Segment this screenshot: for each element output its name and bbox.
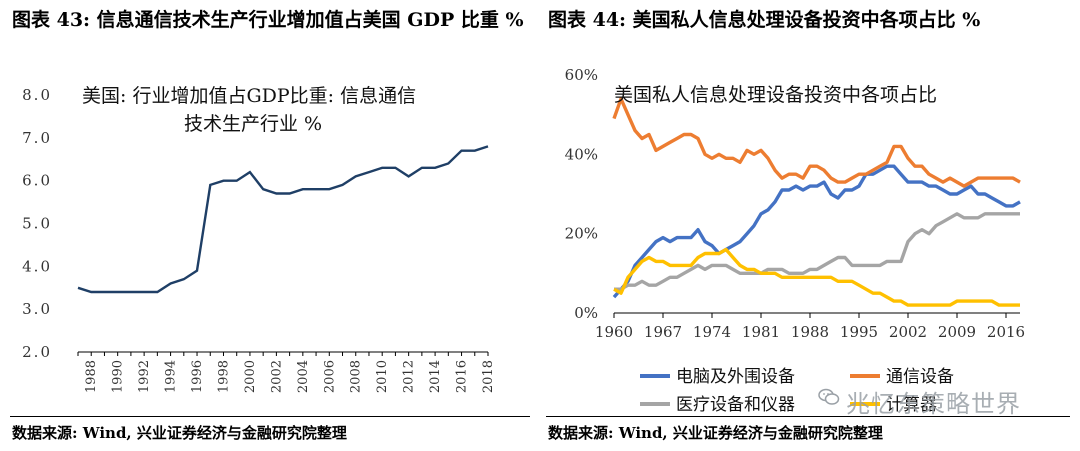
right-x-tick-label: 1974: [693, 323, 731, 341]
left-x-tick-label: 2000: [243, 360, 258, 393]
left-y-tick-label: 8.0: [22, 86, 52, 104]
left-y-tick-label: 6.0: [22, 172, 52, 190]
legend-label-2: 通信设备: [886, 367, 954, 387]
right-series-line-4: [613, 247, 1020, 307]
left-y-tick-label: 2.0: [22, 343, 52, 361]
source-divider-right: [546, 416, 1070, 417]
left-chart-title-line2: 技术生产行业 %: [184, 113, 322, 135]
right-y-tick-label: 40%: [565, 145, 598, 163]
left-x-tick-label: 2010: [375, 360, 390, 393]
left-x-tick-label: 2016: [455, 360, 470, 393]
right-x-tick-label: 1988: [791, 323, 829, 341]
left-x-tick-label: 2004: [296, 360, 311, 393]
figure-43-source: 数据来源: Wind, 兴业证券经济与金融研究院整理: [12, 424, 347, 442]
left-x-tick-label: 1998: [216, 360, 231, 393]
right-x-tick-label: 1995: [840, 323, 878, 341]
right-y-tick-label: 60%: [565, 66, 598, 84]
right-series-line-3: [614, 212, 1020, 291]
left-series-line: [77, 145, 489, 294]
left-y-tick-label: 5.0: [22, 215, 52, 233]
right-x-tick-label: 1981: [742, 323, 780, 341]
legend-label-3: 医疗设备和仪器: [676, 395, 795, 415]
figure-44-title: 图表 44: 美国私人信息处理设备投资中各项占比 %: [548, 9, 981, 31]
watermark-text: 兆忆东策略世界: [846, 390, 1021, 418]
left-x-tick-label: 2018: [481, 360, 496, 393]
left-x-tick-label: 1990: [111, 360, 126, 393]
left-x-tick-label: 1994: [164, 360, 179, 393]
right-series-line-2: [612, 97, 1021, 188]
figure-43-title: 图表 43: 信息通信技术生产行业增加值占美国 GDP 比重 %: [12, 9, 524, 31]
left-chart-title-line1: 美国: 行业增加值占GDP比重: 信息通信: [82, 85, 416, 107]
right-x-tick-label: 2002: [889, 323, 927, 341]
right-y-tick-label: 0%: [574, 304, 598, 322]
right-y-tick-label: 20%: [565, 225, 598, 243]
right-series-line-1: [612, 164, 1021, 299]
right-x-tick-label: 1960: [595, 323, 633, 341]
right-chart-title: 美国私人信息处理设备投资中各项占比: [614, 84, 937, 106]
figure-44-source: 数据来源: Wind, 兴业证券经济与金融研究院整理: [548, 424, 883, 442]
left-x-tick-label: 2012: [402, 360, 417, 393]
left-y-tick-label: 4.0: [22, 257, 52, 275]
wechat-icon: [818, 388, 840, 405]
left-x-tick-label: 2006: [322, 360, 337, 393]
legend-label-1: 电脑及外围设备: [676, 367, 795, 387]
right-x-tick-label: 2009: [938, 323, 976, 341]
left-x-tick-label: 1996: [190, 360, 205, 393]
left-y-tick-label: 3.0: [22, 300, 52, 318]
left-x-tick-label: 2014: [428, 360, 443, 393]
left-x-tick-label: 2008: [349, 360, 364, 393]
right-x-tick-label: 2016: [987, 323, 1025, 341]
left-x-tick-label: 1992: [137, 360, 152, 393]
source-divider-left: [10, 416, 530, 417]
legend-label-4: 计算器: [886, 395, 937, 415]
right-x-tick-label: 1967: [644, 323, 682, 341]
left-y-tick-label: 7.0: [22, 129, 52, 147]
left-x-tick-label: 2002: [269, 360, 284, 393]
left-x-tick-label: 1988: [84, 360, 99, 393]
